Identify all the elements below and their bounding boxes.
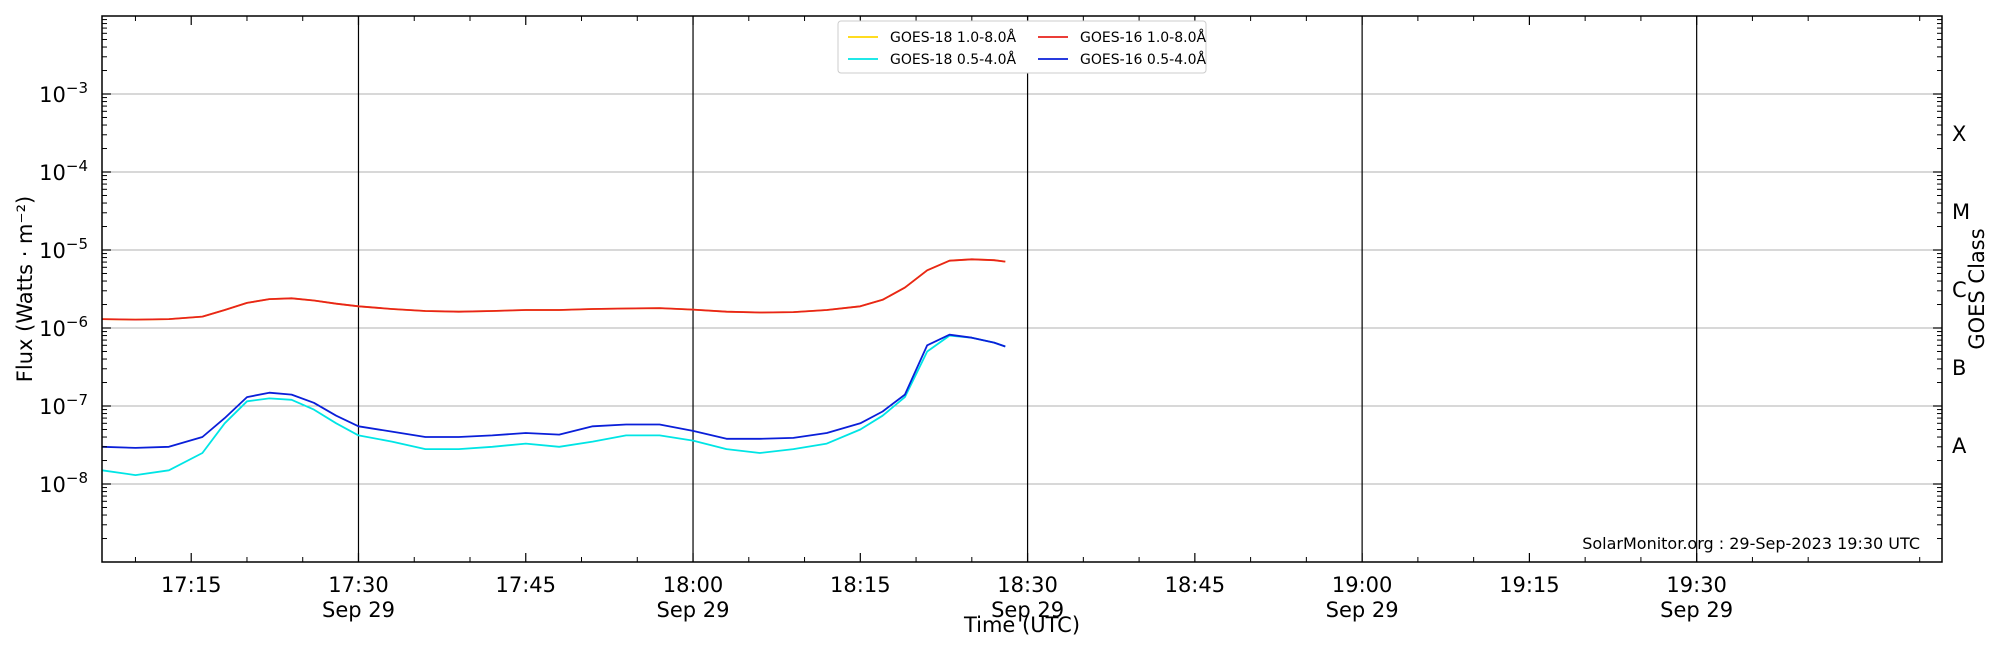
y-axis-label: Flux (Watts · m⁻²) (13, 196, 37, 382)
y-tick-label: 10−7 (39, 391, 88, 419)
goes-class-x: X (1952, 122, 1966, 146)
x-tick-label: 17:30 (328, 573, 389, 597)
x-tick-label: 17:45 (495, 573, 556, 597)
legend-entry: GOES-18 0.5-4.0Å (890, 51, 1016, 68)
goes-class-m: M (1952, 200, 1970, 224)
goes-class-labels: A B C M X (1952, 122, 1970, 458)
series-line-2 (101, 334, 1006, 477)
series-line-1 (101, 258, 1006, 321)
y-tick-label: 10−3 (39, 79, 88, 107)
legend-entry: GOES-16 0.5-4.0Å (1080, 51, 1206, 68)
grid-layer (102, 93, 1942, 485)
x-tick-label: 18:00 (663, 573, 724, 597)
credit-text: SolarMonitor.org : 29-Sep-2023 19:30 UTC (1582, 534, 1920, 553)
y-axis-ticks: 10−8 10−7 10−6 10−5 10−4 10−3 (39, 19, 1942, 540)
goes-class-b: B (1952, 356, 1966, 380)
x-tick-date-label: Sep 29 (322, 598, 395, 622)
goes-class-a: A (1952, 434, 1967, 458)
y-tick-label: 10−8 (39, 469, 88, 497)
vertical-lines (357, 16, 1698, 562)
x-tick-label: 19:15 (1499, 573, 1560, 597)
legend-box (837, 20, 1207, 74)
x-axis-label: Time (UTC) (963, 613, 1080, 637)
x-tick-label: 19:00 (1332, 573, 1393, 597)
y-tick-label: 10−5 (39, 235, 88, 263)
goes-class-c: C (1952, 278, 1967, 302)
x-tick-label: 17:15 (161, 573, 222, 597)
x-tick-label: 18:15 (830, 573, 891, 597)
x-tick-label: 18:45 (1165, 573, 1226, 597)
legend-entry: GOES-16 1.0-8.0Å (1080, 29, 1206, 46)
x-tick-date-label: Sep 29 (657, 598, 730, 622)
series-line-3 (101, 333, 1006, 449)
x-tick-date-label: Sep 29 (1326, 598, 1399, 622)
x-tick-label: 18:30 (997, 573, 1058, 597)
x-tick-date-label: Sep 29 (991, 598, 1064, 622)
x-tick-date-label: Sep 29 (1660, 598, 1733, 622)
legend-entry: GOES-18 1.0-8.0Å (890, 29, 1016, 46)
plot-frame (101, 15, 1943, 563)
goes-class-axis-label: GOES Class (1965, 228, 1989, 349)
y-tick-label: 10−6 (39, 313, 88, 341)
x-tick-label: 19:30 (1666, 573, 1727, 597)
y-tick-label: 10−4 (39, 157, 88, 185)
series-layer (101, 258, 1006, 477)
legend: GOES-18 1.0-8.0Å GOES-18 0.5-4.0Å GOES-16 … (837, 20, 1207, 74)
